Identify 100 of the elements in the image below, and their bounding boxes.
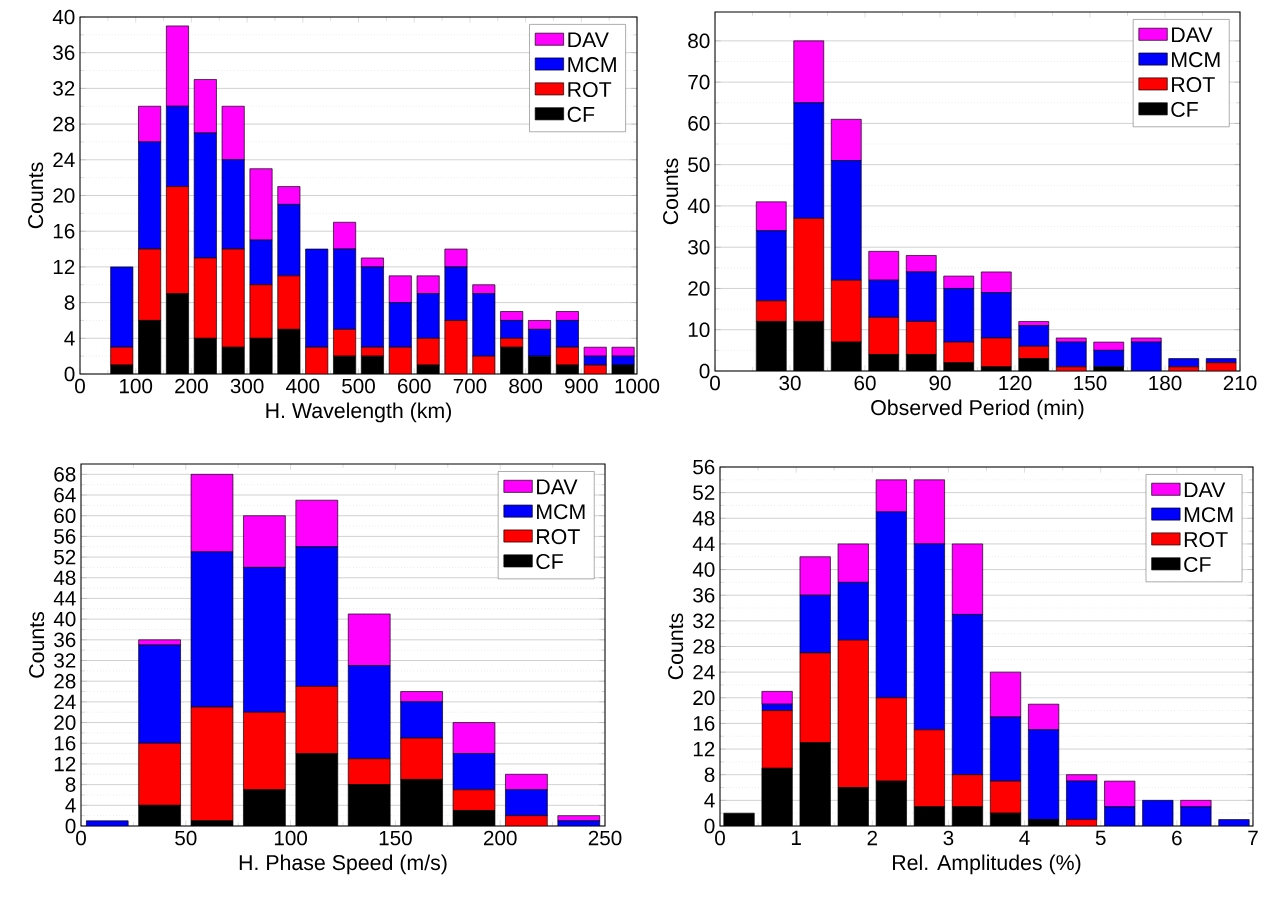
bar <box>452 789 496 811</box>
bar <box>793 102 825 219</box>
y-tick-label: 20 <box>54 715 76 730</box>
bar <box>868 279 900 318</box>
legend-label: CF <box>536 553 563 570</box>
y-axis-title: Counts <box>663 158 679 225</box>
bar <box>1131 342 1162 371</box>
x-tick-label: 2 <box>867 830 877 846</box>
y-tick-label: 16 <box>693 716 715 731</box>
bar <box>830 118 862 161</box>
y-tick-label: 28 <box>54 673 76 689</box>
bar <box>243 711 286 791</box>
y-tick-label: 20 <box>688 281 710 296</box>
y-tick-label: 36 <box>54 632 76 648</box>
y-tick-label: 68 <box>54 467 76 482</box>
x-tick-label: 1000 <box>615 378 660 394</box>
bar <box>400 737 443 780</box>
x-tick-label: 50 <box>175 830 197 846</box>
x-tick-label: 200 <box>484 830 517 846</box>
y-tick-label: 20 <box>53 188 75 203</box>
y-tick-label: 32 <box>693 613 715 629</box>
legend-label: DAV <box>1184 482 1226 498</box>
y-tick-label: 48 <box>692 510 715 526</box>
x-tick-label: 300 <box>230 378 264 394</box>
x-tick-label: 800 <box>509 378 543 394</box>
bar <box>980 271 1012 293</box>
x-tick-label: 5 <box>1095 830 1106 846</box>
legend-label: DAV <box>537 479 578 495</box>
y-tick-label: 40 <box>687 198 710 214</box>
x-tick-label: 120 <box>999 375 1032 391</box>
bar <box>295 686 339 754</box>
bar <box>1018 325 1050 347</box>
y-tick-label: 64 <box>54 487 76 503</box>
x-tick-label: 150 <box>1074 375 1107 391</box>
bar <box>138 742 181 806</box>
y-tick-label: 4 <box>704 793 715 808</box>
bar <box>943 288 975 343</box>
x-tick-label: 60 <box>854 375 876 391</box>
bar <box>830 160 862 281</box>
bar <box>830 279 862 343</box>
y-tick-label: 32 <box>53 81 75 96</box>
x-tick-label: 6 <box>1172 830 1182 846</box>
bar <box>347 758 391 785</box>
y-tick-label: 24 <box>53 152 75 167</box>
x-axis-title: H. Wavelength (km) <box>266 402 451 423</box>
x-tick-label: 500 <box>342 378 375 394</box>
x-tick-label: 100 <box>120 378 153 394</box>
bar <box>755 230 787 302</box>
bar <box>980 337 1012 368</box>
bar <box>868 250 900 281</box>
y-tick-label: 40 <box>692 562 715 577</box>
y-tick-label: 40 <box>52 9 75 25</box>
y-tick-label: 16 <box>54 735 76 751</box>
x-tick-label: 150 <box>379 830 412 846</box>
y-tick-label: 24 <box>693 664 715 680</box>
y-tick-label: 0 <box>65 818 76 834</box>
legend-label: ROT <box>1172 77 1215 93</box>
legend-label: CF <box>1184 556 1211 573</box>
y-tick-label: 56 <box>54 529 76 544</box>
x-tick-label: 4 <box>1019 830 1030 845</box>
x-tick-label: 1 <box>791 830 801 845</box>
y-axis-title: Counts <box>29 611 45 678</box>
bar <box>868 317 900 355</box>
y-tick-label: 8 <box>704 767 715 783</box>
bar <box>1093 341 1125 351</box>
bar <box>1055 341 1087 368</box>
x-tick-label: 250 <box>588 830 622 846</box>
x-tick-label: 3 <box>943 830 954 846</box>
legend-label: ROT <box>1184 532 1228 548</box>
bar <box>905 271 937 322</box>
y-tick-label: 28 <box>53 116 75 132</box>
x-tick-label: 400 <box>286 378 320 394</box>
bar <box>190 706 234 822</box>
y-tick-label: 48 <box>53 570 76 586</box>
y-tick-label: 12 <box>53 259 75 275</box>
y-tick-label: 30 <box>688 239 710 255</box>
y-tick-label: 44 <box>692 536 715 552</box>
y-axis-title: Counts <box>28 162 44 229</box>
y-tick-label: 32 <box>54 653 76 668</box>
y-tick-label: 24 <box>54 694 76 710</box>
y-tick-label: 36 <box>693 587 715 603</box>
x-tick-label: 100 <box>274 830 308 846</box>
y-tick-label: 20 <box>693 690 715 706</box>
legend-label: ROT <box>537 529 580 545</box>
y-tick-label: 8 <box>64 295 75 310</box>
y-tick-label: 12 <box>54 756 76 772</box>
y-tick-label: 10 <box>688 322 710 338</box>
bar <box>943 275 975 289</box>
x-tick-label: 900 <box>565 378 598 394</box>
x-tick-label: 0 <box>76 830 86 846</box>
bar <box>905 321 937 355</box>
legend-label: MCM <box>568 57 616 73</box>
y-axis-title: Counts <box>668 613 684 680</box>
x-axis-title: Observed Period (min) <box>871 399 1084 420</box>
x-tick-label: 210 <box>1223 375 1257 391</box>
x-tick-label: 200 <box>175 378 208 394</box>
y-tick-label: 52 <box>54 549 76 565</box>
y-tick-label: 0 <box>699 363 710 379</box>
y-tick-label: 50 <box>688 157 710 172</box>
y-tick-label: 16 <box>53 223 75 239</box>
